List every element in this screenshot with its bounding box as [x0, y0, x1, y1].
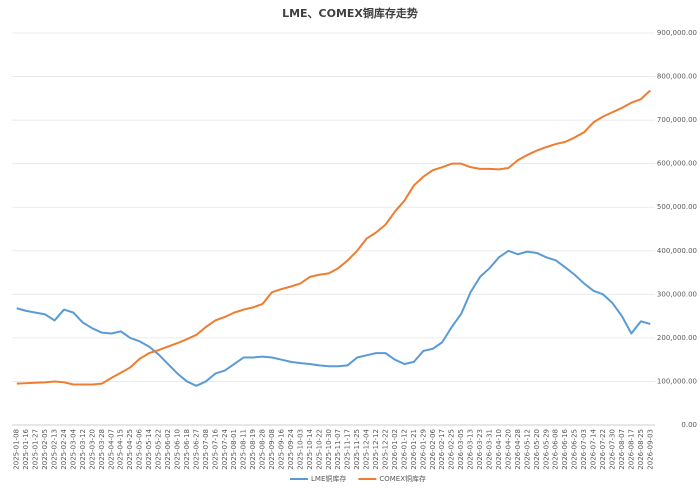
x-tick-label: 2026-07-03 — [580, 429, 588, 470]
series-line — [16, 249, 651, 387]
x-tick-label: 2026-01-02 — [391, 429, 399, 470]
y-tick-label: 500,000.00 — [657, 203, 697, 211]
x-tick-label: 2025-06-18 — [183, 429, 191, 470]
y-tick-label: 400,000.00 — [657, 247, 697, 255]
x-tick-label: 2025-05-22 — [155, 429, 163, 470]
x-tick-label: 2025-09-24 — [287, 428, 295, 469]
x-tick-label: 2026-07-22 — [599, 429, 607, 470]
x-tick-label: 2025-07-24 — [221, 428, 229, 469]
x-tick-label: 2025-10-14 — [306, 428, 314, 469]
x-tick-label: 2026-05-20 — [533, 429, 541, 470]
x-tick-label: 2026-05-29 — [542, 429, 550, 470]
y-tick-label: 200,000.00 — [657, 334, 697, 342]
x-tick-label: 2026-03-31 — [486, 429, 494, 470]
x-tick-label: 2026-06-08 — [552, 429, 560, 470]
x-tick-label: 2026-06-25 — [571, 429, 579, 470]
x-tick-label: 2025-03-20 — [88, 429, 96, 470]
x-tick-label: 2025-06-02 — [164, 429, 172, 470]
y-tick-label: 900,000.00 — [657, 29, 697, 37]
x-tick-label: 2025-03-12 — [79, 429, 87, 470]
y-tick-label: 0.00 — [681, 421, 697, 429]
y-tick-label: 300,000.00 — [657, 290, 697, 298]
x-tick-label: 2025-08-19 — [249, 429, 257, 470]
x-tick-label: 2025-03-28 — [98, 429, 106, 470]
chart-title: LME、COMEX铜库存走势 — [282, 6, 418, 20]
x-tick-label: 2025-02-13 — [51, 429, 59, 470]
x-tick-label: 2025-11-17 — [344, 429, 352, 470]
x-tick-label: 2025-09-16 — [277, 428, 285, 469]
x-tick-label: 2026-07-14 — [590, 428, 598, 469]
x-tick-label: 2025-06-27 — [192, 429, 200, 470]
x-tick-label: 2025-08-01 — [230, 429, 238, 470]
x-tick-label: 2026-05-12 — [523, 429, 531, 470]
x-tick-label: 2026-01-12 — [400, 429, 408, 470]
y-tick-label: 600,000.00 — [657, 160, 697, 168]
y-tick-label: 100,000.00 — [657, 377, 697, 385]
x-tick-label: 2025-10-22 — [315, 429, 323, 470]
x-tick-label: 2025-02-24 — [60, 428, 68, 469]
x-tick-label: 2025-12-12 — [372, 429, 380, 470]
x-tick-label: 2025-09-08 — [268, 429, 276, 470]
x-tick-label: 2025-11-25 — [353, 429, 361, 470]
x-tick-label: 2026-08-07 — [618, 429, 626, 470]
x-tick-label: 2025-01-16 — [22, 428, 30, 469]
x-tick-label: 2025-01-27 — [32, 429, 40, 470]
x-tick-label: 2025-10-03 — [296, 429, 304, 470]
x-tick-label: 2025-05-06 — [136, 428, 144, 469]
legend-label: LME铜库存 — [311, 474, 346, 483]
x-tick-label: 2026-01-21 — [410, 429, 418, 470]
x-tick-label: 2026-04-10 — [495, 429, 503, 470]
x-tick-label: 2026-03-13 — [467, 429, 475, 470]
x-tick-label: 2026-04-20 — [504, 429, 512, 470]
x-tick-label: 2026-06-16 — [561, 428, 569, 469]
x-tick-label: 2025-04-25 — [126, 429, 134, 470]
x-tick-label: 2025-11-07 — [334, 429, 342, 470]
x-tick-label: 2025-01-08 — [13, 429, 21, 470]
x-tick-label: 2025-08-28 — [259, 429, 267, 470]
x-tick-label: 2025-07-16 — [211, 428, 219, 469]
series-line — [16, 89, 651, 386]
x-tick-label: 2025-02-05 — [41, 429, 49, 470]
x-tick-label: 2025-10-30 — [325, 429, 333, 470]
legend-label: COMEX铜库存 — [379, 474, 426, 483]
y-tick-label: 800,000.00 — [657, 73, 697, 81]
x-tick-label: 2026-08-17 — [627, 429, 635, 470]
x-tick-label: 2026-09-03 — [646, 429, 654, 470]
x-tick-label: 2026-03-23 — [476, 429, 484, 470]
x-tick-label: 2026-02-06 — [429, 428, 437, 469]
x-tick-label: 2026-08-25 — [637, 429, 645, 470]
y-tick-label: 700,000.00 — [657, 116, 697, 124]
x-tick-label: 2025-05-14 — [145, 428, 153, 469]
x-tick-label: 2025-03-04 — [69, 428, 77, 469]
x-tick-label: 2026-04-28 — [514, 429, 522, 470]
x-tick-label: 2025-12-22 — [382, 429, 390, 470]
x-tick-label: 2025-12-04 — [363, 428, 371, 469]
x-tick-label: 2025-06-10 — [173, 429, 181, 470]
x-tick-label: 2025-04-07 — [107, 429, 115, 470]
x-tick-label: 2025-04-15 — [117, 429, 125, 470]
x-tick-label: 2026-02-17 — [438, 429, 446, 470]
x-tick-label: 2026-01-29 — [419, 429, 427, 470]
x-tick-label: 2026-03-05 — [457, 429, 465, 470]
x-tick-label: 2026-07-30 — [608, 429, 616, 470]
x-tick-label: 2025-07-08 — [202, 429, 210, 470]
x-tick-label: 2025-08-11 — [240, 429, 248, 470]
x-tick-label: 2026-02-25 — [448, 429, 456, 470]
